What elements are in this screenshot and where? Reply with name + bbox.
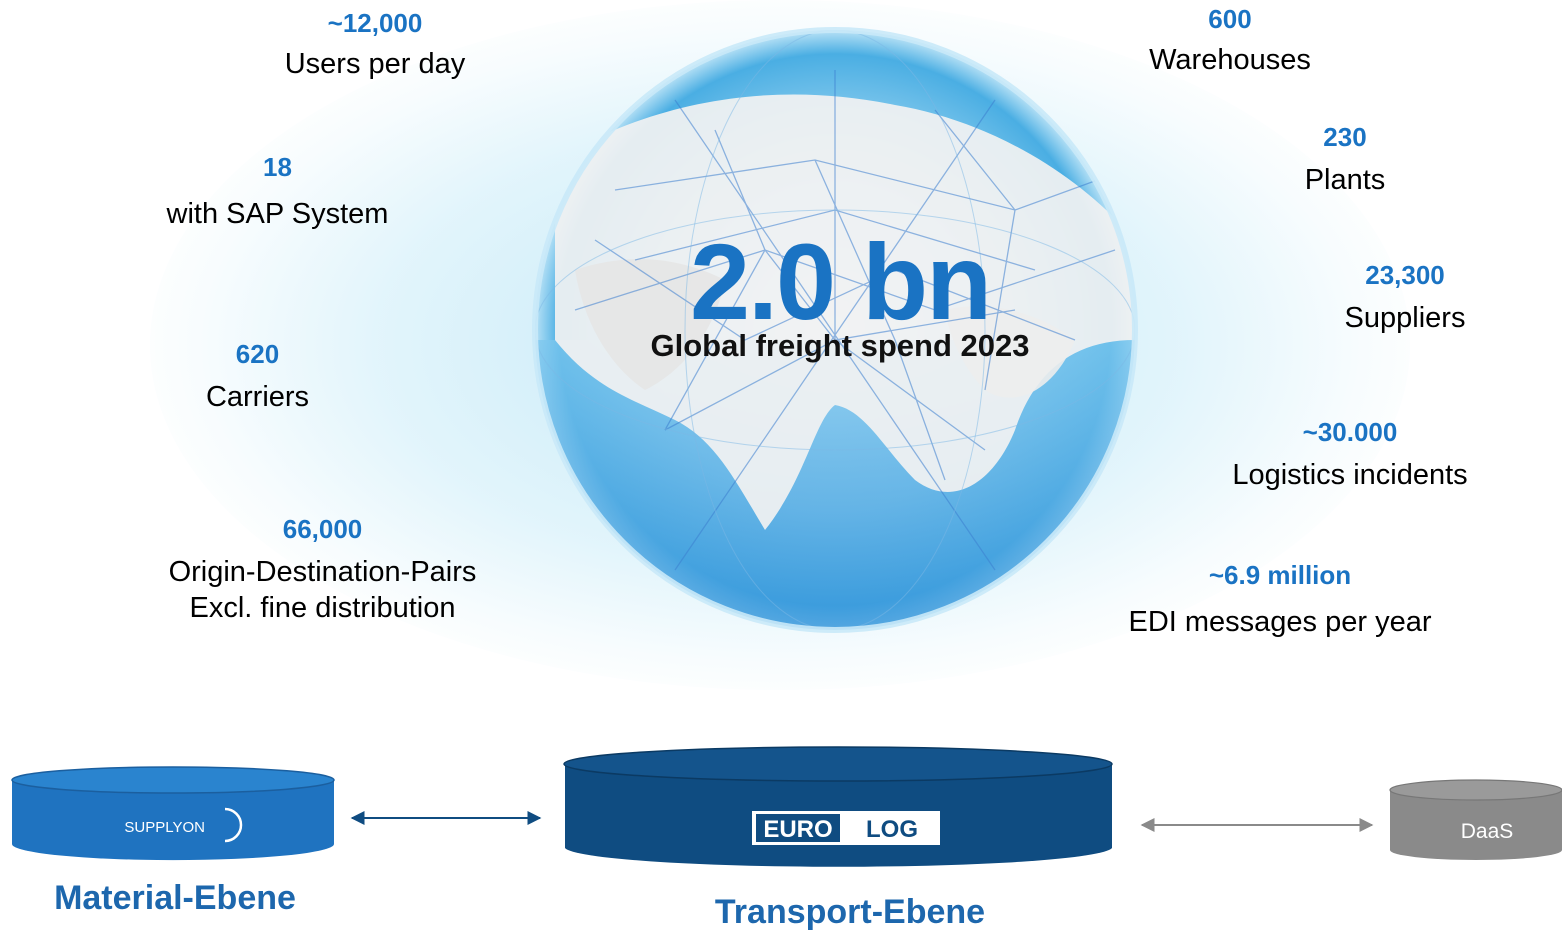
eurolog-logo-log: LOG xyxy=(866,816,918,843)
stat-value: 620 xyxy=(235,339,280,369)
stat-label: Logistics incidents xyxy=(1232,459,1468,491)
stat-value: ~12,000 xyxy=(327,8,423,38)
eurolog-logo-left-fill xyxy=(756,814,840,842)
center-metric-value: 2.0 bn xyxy=(689,221,992,342)
transport-layer-title: Transport-Ebene xyxy=(714,893,986,931)
stat-label: with SAP System xyxy=(166,198,389,230)
transport-database: EURO LOG xyxy=(563,746,1113,867)
stat-label: Plants xyxy=(1304,164,1386,196)
stat-plants: 230 Plants xyxy=(1265,124,1425,198)
stat-label: Users per day xyxy=(284,48,466,80)
stat-carriers: 620 Carriers xyxy=(160,341,355,415)
eurolog-logo-euro: EURO xyxy=(763,816,832,843)
stat-label: EDI messages per year xyxy=(1128,606,1432,638)
supplyon-arc-icon xyxy=(224,807,243,843)
daas-database: DaaS xyxy=(1389,779,1562,860)
stat-value: ~30.000 xyxy=(1302,417,1398,447)
stat-label: Carriers xyxy=(205,381,310,413)
supplyon-logo: SUPPLYON xyxy=(124,819,205,836)
material-layer-title: Material-Ebene xyxy=(54,879,296,917)
stat-users: ~12,000 Users per day xyxy=(250,10,500,82)
stat-label: Origin-Destination-Pairs xyxy=(168,556,477,588)
daas-label: DaaS xyxy=(1461,820,1514,843)
eurolog-logo-right-box xyxy=(844,811,940,845)
stat-od-pairs: 66,000 Origin-Destination-Pairs Excl. fi… xyxy=(140,516,505,627)
stat-sap: 18 with SAP System xyxy=(140,154,415,232)
stat-incidents: ~30.000 Logistics incidents xyxy=(1205,419,1495,493)
stat-value: 230 xyxy=(1323,122,1367,152)
center-metric-label: Global freight spend 2023 xyxy=(650,328,1030,363)
stat-value: 66,000 xyxy=(282,514,363,544)
stat-value: 600 xyxy=(1208,4,1252,34)
layer-diagram: SUPPLYON EURO LOG DaaS xyxy=(11,746,1562,867)
stat-edi: ~6.9 million EDI messages per year xyxy=(1100,562,1460,640)
stat-value: 23,300 xyxy=(1365,260,1445,290)
stat-label: Warehouses xyxy=(1149,44,1311,76)
stat-label: Suppliers xyxy=(1344,302,1466,334)
globe-image xyxy=(532,27,1138,633)
stat-value: 18 xyxy=(263,152,292,182)
material-database: SUPPLYON xyxy=(11,766,335,861)
stat-value: ~6.9 million xyxy=(1208,560,1352,590)
stat-warehouses: 600 Warehouses xyxy=(1120,6,1340,78)
stat-sublabel: Excl. fine distribution xyxy=(189,592,456,625)
stat-suppliers: 23,300 Suppliers xyxy=(1315,262,1495,336)
